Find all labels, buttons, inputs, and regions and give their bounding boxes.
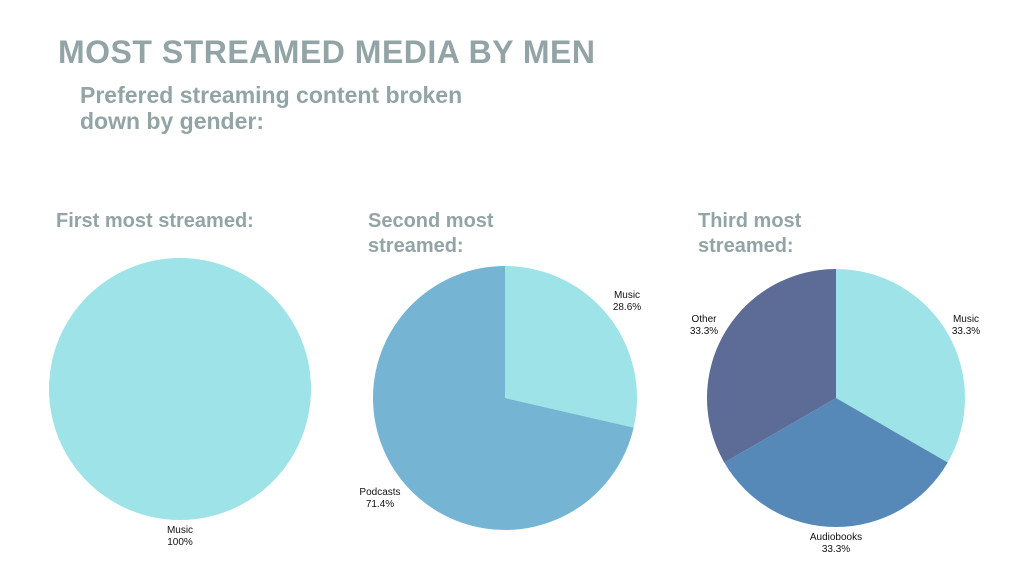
chart-2-label-podcasts: Podcasts 71.4% [359, 487, 400, 510]
page-title: MOST STREAMED MEDIA BY MEN [58, 34, 596, 70]
chart-3-label-other: Other 33.3% [690, 314, 718, 337]
chart-3-label-audiobooks: Audiobooks 33.3% [810, 532, 862, 555]
chart-2-slice-podcasts [373, 266, 634, 530]
chart-3-slice-music [836, 269, 965, 463]
chart-3-title: Third most streamed: [698, 210, 802, 257]
chart-3-label-music: Music 33.3% [952, 314, 980, 337]
chart-2-label-music: Music 28.6% [613, 290, 641, 313]
chart-2-title: Second most streamed: [368, 210, 494, 257]
chart-3-slice-other [707, 269, 836, 463]
chart-1-slice-music [49, 258, 311, 520]
chart-1-title: First most streamed: [56, 210, 254, 232]
page-subtitle: Prefered streaming content broken down b… [80, 82, 463, 134]
chart-1-label-music: Music 100% [167, 525, 193, 548]
chart-2-slice-music [505, 266, 638, 428]
